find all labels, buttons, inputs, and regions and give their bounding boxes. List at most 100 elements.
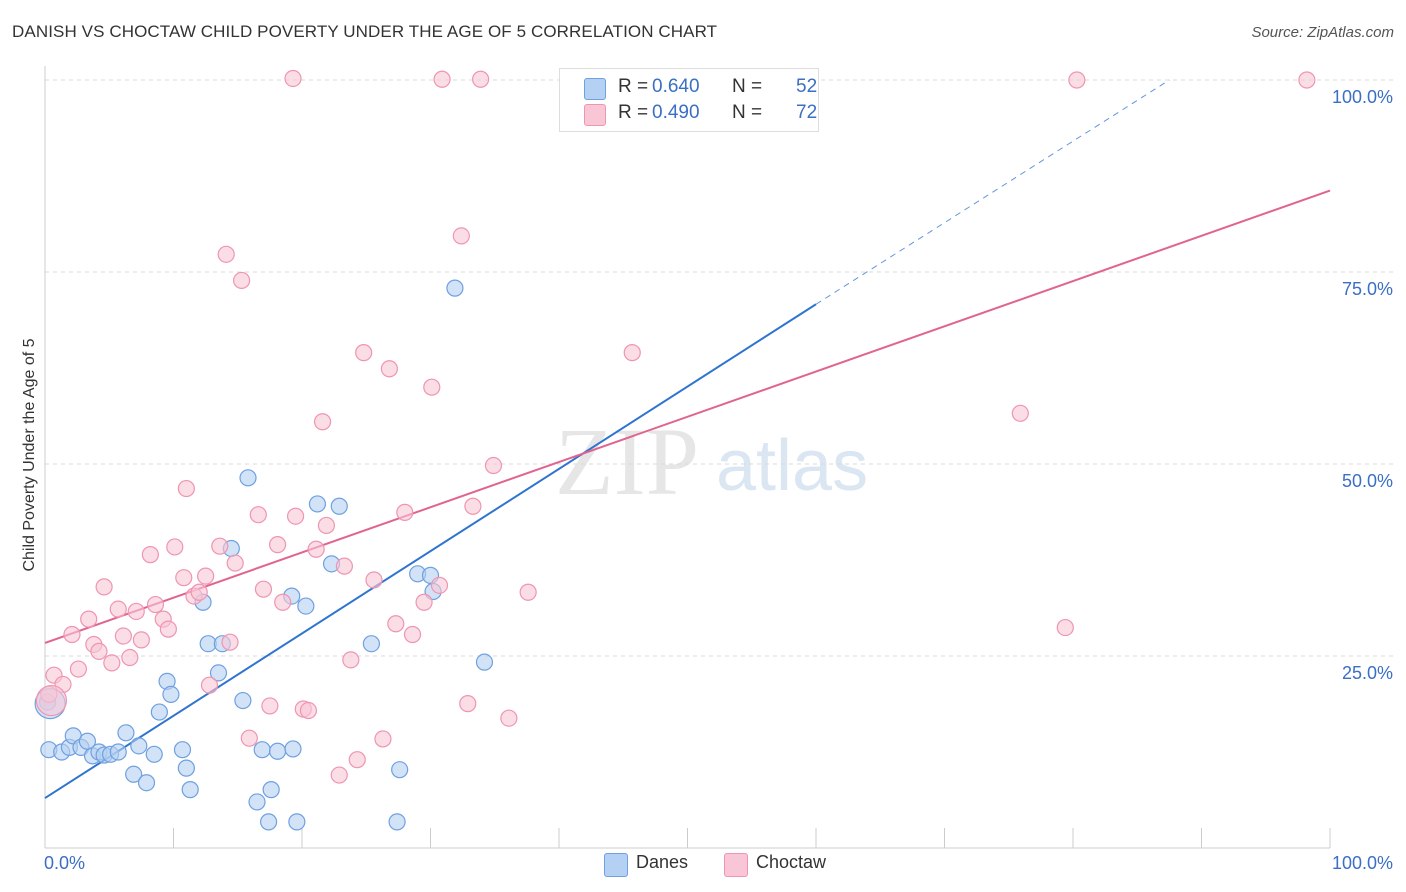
y-tick-label: 50.0% <box>1342 471 1393 491</box>
point-choctaw <box>80 610 98 628</box>
danes-legend-swatch <box>604 853 628 877</box>
point-choctaw <box>190 583 208 601</box>
point-danes <box>262 781 280 799</box>
point-choctaw <box>342 651 360 669</box>
point-choctaw <box>35 684 68 717</box>
danes-swatch <box>584 78 606 100</box>
trend-line-choctaw <box>44 189 1331 644</box>
point-choctaw <box>254 580 273 598</box>
point-danes <box>181 781 199 799</box>
point-choctaw <box>423 378 441 396</box>
point-danes <box>475 653 494 671</box>
point-choctaw <box>433 70 451 88</box>
point-choctaw <box>355 344 373 362</box>
correlation-legend: R = 0.640 N = 52 R = 0.490 N = 72 <box>559 68 819 132</box>
point-danes <box>288 813 306 831</box>
danes-n-value: 52 <box>796 76 818 97</box>
point-choctaw <box>211 537 229 555</box>
point-choctaw <box>374 730 392 748</box>
point-choctaw <box>217 245 235 263</box>
point-danes <box>388 813 406 831</box>
point-choctaw <box>365 571 383 589</box>
point-danes <box>117 724 135 742</box>
point-choctaw <box>132 631 150 649</box>
point-danes <box>162 685 180 704</box>
point-choctaw <box>274 593 292 611</box>
point-choctaw <box>348 751 366 769</box>
point-choctaw <box>226 554 244 572</box>
choctaw-r-value: 0.490 <box>652 102 700 123</box>
point-choctaw <box>159 620 177 638</box>
point-danes <box>297 597 315 615</box>
choctaw-n-value: 72 <box>796 102 818 123</box>
point-choctaw <box>500 709 518 727</box>
point-danes <box>177 759 195 777</box>
point-choctaw <box>387 615 405 633</box>
point-choctaw <box>175 569 193 587</box>
point-danes <box>130 737 148 755</box>
point-choctaw <box>380 360 398 378</box>
point-danes <box>259 813 278 831</box>
point-danes <box>253 741 271 759</box>
point-choctaw <box>1011 404 1029 422</box>
point-choctaw <box>452 227 470 245</box>
point-choctaw <box>396 503 414 521</box>
legend-n-label: N = <box>732 102 763 123</box>
point-choctaw <box>313 413 332 431</box>
point-choctaw <box>141 546 159 564</box>
data-points <box>34 68 1316 831</box>
gridlines <box>45 79 1395 657</box>
watermark-atlas: atlas <box>716 426 868 506</box>
danes-legend-label: Danes <box>636 852 689 872</box>
point-danes <box>248 793 266 811</box>
chart-source: Source: ZipAtlas.com <box>1251 24 1394 41</box>
point-choctaw <box>200 676 219 694</box>
point-danes <box>209 664 228 682</box>
trend-line-danes <box>44 303 817 799</box>
point-choctaw <box>114 627 132 645</box>
point-danes <box>173 741 192 759</box>
point-choctaw <box>63 625 81 644</box>
point-choctaw <box>464 497 482 515</box>
point-choctaw <box>240 729 258 747</box>
y-tick-label: 100.0% <box>1332 87 1393 107</box>
point-danes <box>446 279 464 297</box>
point-danes <box>268 742 287 760</box>
point-danes <box>150 703 168 721</box>
point-choctaw <box>127 602 145 621</box>
point-choctaw <box>519 583 537 601</box>
trend-lines <box>44 79 1331 799</box>
point-choctaw <box>90 642 108 660</box>
legend-n-label: N = <box>732 76 763 97</box>
point-choctaw <box>121 648 139 667</box>
point-choctaw <box>261 697 279 715</box>
point-choctaw <box>430 576 449 594</box>
point-danes <box>239 469 257 487</box>
legend-r-label: R = <box>618 102 649 123</box>
point-danes <box>330 497 348 515</box>
point-danes <box>308 495 327 513</box>
point-choctaw <box>307 540 325 558</box>
point-choctaw <box>1298 71 1316 89</box>
point-choctaw <box>472 70 490 88</box>
point-choctaw <box>109 600 127 618</box>
point-choctaw <box>330 766 348 784</box>
x-tick-label: 100.0% <box>1332 853 1393 873</box>
point-choctaw <box>286 507 305 525</box>
point-choctaw <box>284 69 302 88</box>
point-danes <box>234 691 252 710</box>
point-choctaw <box>415 593 433 611</box>
point-danes <box>362 635 380 653</box>
point-choctaw <box>249 506 267 524</box>
point-choctaw <box>403 625 422 644</box>
point-danes <box>137 774 156 792</box>
point-choctaw <box>233 271 251 290</box>
point-choctaw <box>623 344 641 362</box>
point-choctaw <box>69 660 88 678</box>
point-choctaw <box>317 516 336 535</box>
trend-extension-danes <box>815 79 1170 305</box>
point-choctaw <box>1068 71 1086 89</box>
point-choctaw <box>484 456 503 475</box>
point-choctaw <box>299 701 318 720</box>
